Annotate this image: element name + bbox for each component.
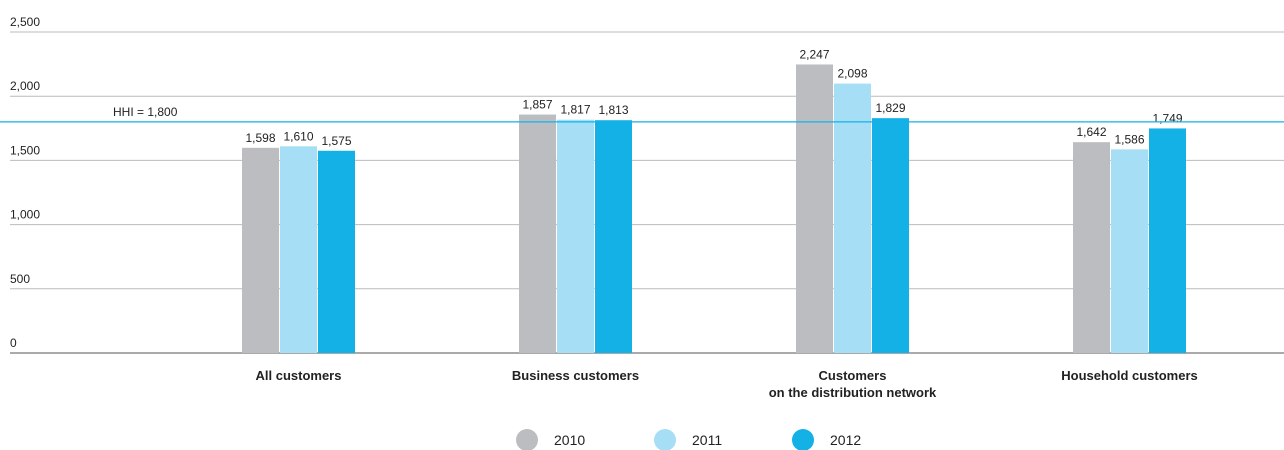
x-tick-label: Household customers xyxy=(1061,368,1198,383)
bar xyxy=(318,150,355,353)
legend-label: 2010 xyxy=(554,432,585,448)
value-label: 1,610 xyxy=(283,129,313,143)
y-tick-label: 0 xyxy=(10,336,17,350)
value-label: 1,857 xyxy=(522,98,552,112)
value-label: 1,829 xyxy=(875,101,905,115)
bar xyxy=(595,120,632,353)
reference-label: HHI = 1,800 xyxy=(113,105,178,119)
value-label: 1,642 xyxy=(1076,125,1106,139)
bar xyxy=(1149,128,1186,353)
value-label: 1,586 xyxy=(1114,132,1144,146)
x-tick-label: All customers xyxy=(256,368,342,383)
legend-label: 2011 xyxy=(692,432,722,448)
legend-swatch xyxy=(654,429,676,450)
legend-label: 2012 xyxy=(830,432,861,448)
bar xyxy=(242,147,279,353)
value-label: 1,817 xyxy=(560,103,590,117)
legend-swatch xyxy=(516,429,538,450)
y-tick-label: 1,000 xyxy=(10,208,40,222)
x-tick-label: Customers on the distribution network xyxy=(769,368,937,400)
y-tick-label: 500 xyxy=(10,272,30,286)
bar xyxy=(834,83,871,354)
value-label: 1,598 xyxy=(245,131,275,145)
value-label: 1,749 xyxy=(1152,111,1182,125)
legend-swatch xyxy=(792,429,814,450)
y-tick-label: 2,500 xyxy=(10,15,40,29)
y-tick-label: 1,500 xyxy=(10,143,40,157)
bar xyxy=(1111,149,1148,353)
bar xyxy=(1073,142,1110,353)
value-label: 2,098 xyxy=(837,67,867,81)
value-label: 1,813 xyxy=(598,103,628,117)
bar xyxy=(872,118,909,353)
bar xyxy=(280,146,317,353)
value-label: 2,247 xyxy=(799,47,829,61)
x-tick-label: Business customers xyxy=(512,368,639,383)
bar xyxy=(796,64,833,353)
value-label: 1,575 xyxy=(321,134,351,148)
y-tick-label: 2,000 xyxy=(10,79,40,93)
bar xyxy=(519,114,556,353)
bar xyxy=(557,119,594,353)
